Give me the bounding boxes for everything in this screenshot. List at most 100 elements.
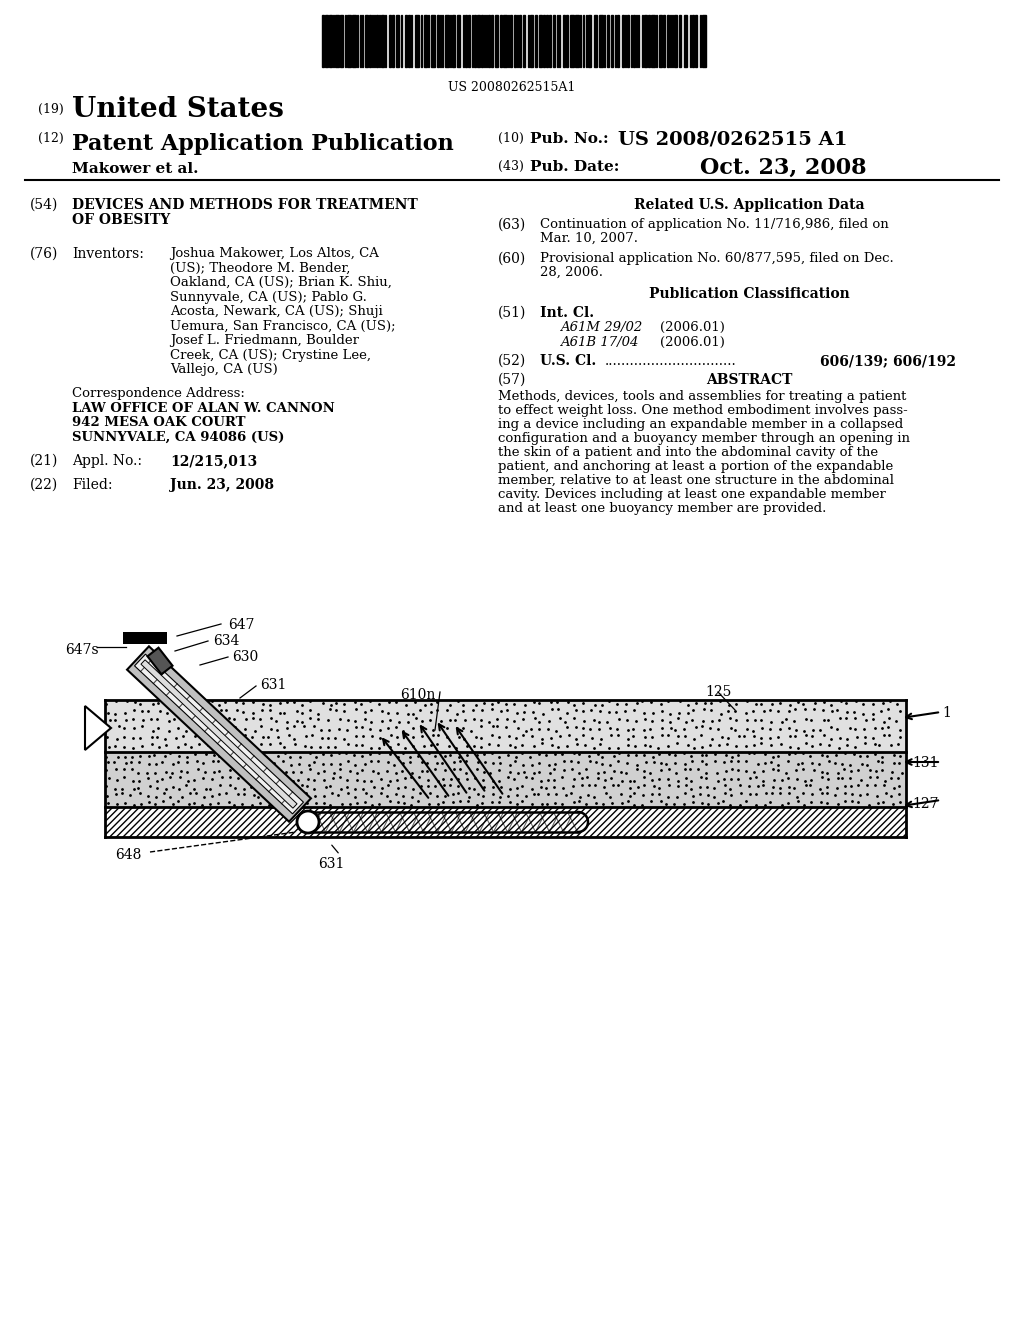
Text: Appl. No.:: Appl. No.: (72, 454, 142, 469)
Bar (570, 15, 574, 67)
Bar (490, 15, 493, 67)
Text: Publication Classification: Publication Classification (648, 286, 849, 301)
Bar (539, 15, 542, 67)
Text: (19): (19) (38, 103, 63, 116)
Text: ...............................: ............................... (605, 354, 736, 368)
Text: (63): (63) (498, 218, 526, 232)
Bar (514, 15, 516, 67)
Text: Makower et al.: Makower et al. (72, 162, 199, 176)
Bar (566, 15, 568, 67)
Bar (588, 15, 591, 67)
Text: 12/215,013: 12/215,013 (170, 454, 257, 469)
Polygon shape (141, 660, 297, 808)
Text: ing a device including an expandable member in a collapsed: ing a device including an expandable mem… (498, 418, 903, 432)
Bar (481, 15, 483, 67)
Text: Pub. Date:: Pub. Date: (530, 160, 620, 174)
Bar (692, 15, 694, 67)
Text: 647s: 647s (65, 643, 98, 657)
Text: Methods, devices, tools and assemblies for treating a patient: Methods, devices, tools and assemblies f… (498, 389, 906, 403)
Bar (465, 15, 467, 67)
Bar (563, 15, 565, 67)
Text: (2006.01): (2006.01) (660, 321, 725, 334)
Bar (406, 15, 407, 67)
Bar (325, 15, 328, 67)
Bar (659, 15, 662, 67)
Bar (415, 15, 419, 67)
Bar (389, 15, 391, 67)
Text: 631: 631 (260, 678, 287, 692)
Bar (335, 15, 339, 67)
Bar (679, 15, 681, 67)
Text: United States: United States (72, 96, 284, 123)
Text: 131: 131 (912, 756, 939, 770)
Bar (369, 15, 371, 67)
Bar (340, 15, 343, 67)
Bar (627, 15, 629, 67)
Text: 630: 630 (232, 649, 258, 664)
Bar (543, 15, 545, 67)
Text: (76): (76) (30, 247, 58, 261)
Bar (468, 15, 470, 67)
Text: Jun. 23, 2008: Jun. 23, 2008 (170, 478, 274, 492)
Bar (105, 752, 906, 807)
Polygon shape (134, 655, 303, 814)
Bar (431, 15, 435, 67)
Bar (674, 15, 677, 67)
Bar (408, 15, 410, 67)
Text: (22): (22) (30, 478, 58, 492)
Bar (611, 15, 613, 67)
Text: 125: 125 (705, 685, 731, 700)
Bar (396, 15, 399, 67)
Text: Inventors:: Inventors: (72, 247, 144, 261)
Text: ABSTRACT: ABSTRACT (706, 374, 793, 387)
Bar (530, 15, 534, 67)
Text: 610n: 610n (400, 688, 435, 702)
Text: the skin of a patient and into the abdominal cavity of the: the skin of a patient and into the abdom… (498, 446, 879, 459)
Circle shape (297, 810, 319, 833)
Text: SUNNYVALE, CA 94086 (US): SUNNYVALE, CA 94086 (US) (72, 432, 285, 444)
Bar (667, 15, 669, 67)
Text: Int. Cl.: Int. Cl. (540, 306, 594, 319)
Text: A61M 29/02: A61M 29/02 (560, 321, 642, 334)
Text: and at least one buoyancy member are provided.: and at least one buoyancy member are pro… (498, 502, 826, 515)
Bar (503, 15, 507, 67)
Bar (599, 15, 603, 67)
Polygon shape (147, 648, 172, 675)
Bar (452, 15, 455, 67)
Bar (695, 15, 697, 67)
Text: (21): (21) (30, 454, 58, 469)
Text: Uemura, San Francisco, CA (US);: Uemura, San Francisco, CA (US); (170, 319, 395, 333)
Text: 28, 2006.: 28, 2006. (540, 267, 603, 279)
Text: OF OBESITY: OF OBESITY (72, 213, 170, 227)
Bar (607, 15, 609, 67)
Text: Oakland, CA (US); Brian K. Shiu,: Oakland, CA (US); Brian K. Shiu, (170, 276, 392, 289)
Text: (51): (51) (498, 306, 526, 319)
Text: (2006.01): (2006.01) (660, 337, 725, 348)
Bar (477, 15, 480, 67)
Text: member, relative to at least one structure in the abdominal: member, relative to at least one structu… (498, 474, 894, 487)
Text: LAW OFFICE OF ALAN W. CANNON: LAW OFFICE OF ALAN W. CANNON (72, 403, 335, 414)
Polygon shape (85, 706, 111, 750)
Bar (105, 807, 906, 837)
Text: (52): (52) (498, 354, 526, 368)
Text: Correspondence Address:: Correspondence Address: (72, 387, 245, 400)
Bar (488, 15, 490, 67)
Text: Provisional application No. 60/877,595, filed on Dec.: Provisional application No. 60/877,595, … (540, 252, 894, 265)
Text: Continuation of application No. 11/716,986, filed on: Continuation of application No. 11/716,9… (540, 218, 889, 231)
Bar (457, 15, 460, 67)
Text: A61B 17/04: A61B 17/04 (560, 337, 638, 348)
Bar (123, 632, 167, 644)
Bar (474, 15, 476, 67)
Bar (535, 15, 537, 67)
Bar (702, 15, 706, 67)
Text: Filed:: Filed: (72, 478, 113, 492)
Polygon shape (127, 647, 311, 821)
Bar (500, 15, 502, 67)
Bar (651, 15, 655, 67)
Bar (523, 15, 525, 67)
Bar (365, 15, 368, 67)
Bar (105, 700, 906, 752)
Bar (424, 15, 427, 67)
Bar (546, 15, 548, 67)
Bar (553, 15, 555, 67)
